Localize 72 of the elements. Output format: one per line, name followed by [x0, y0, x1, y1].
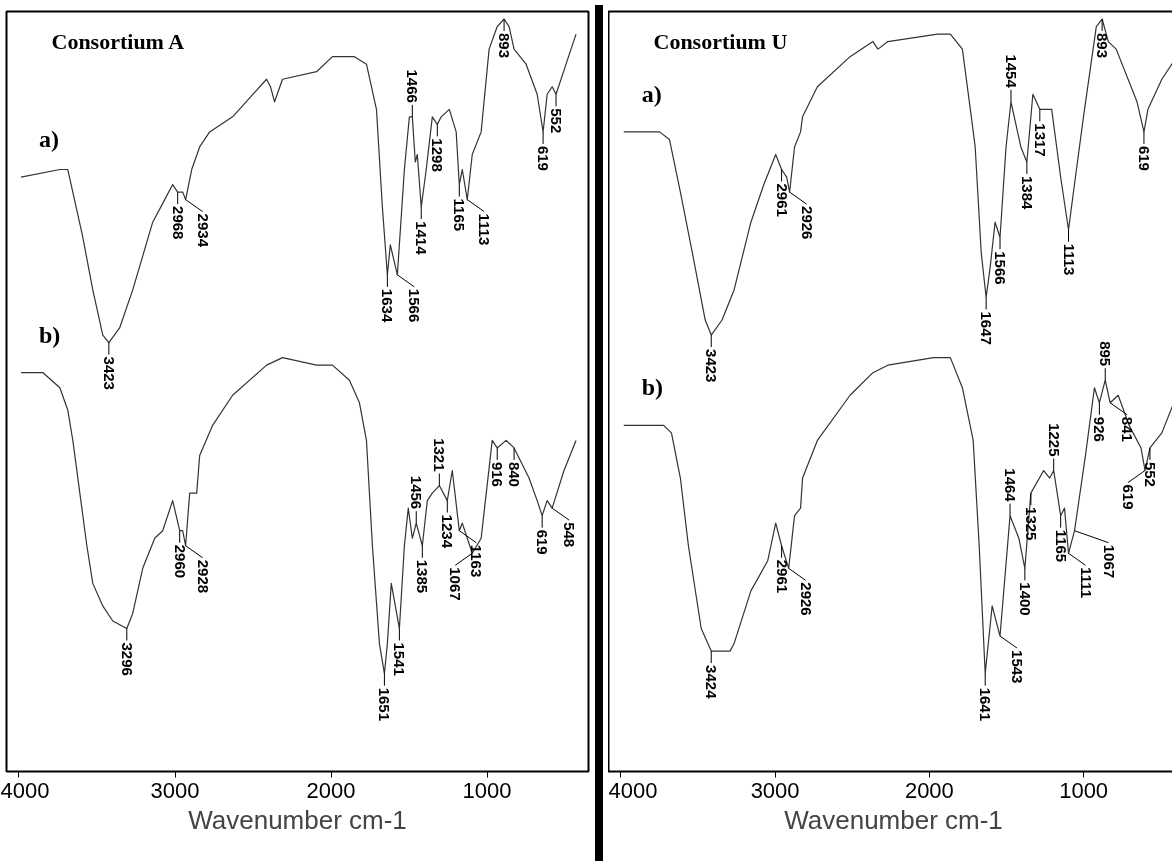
annotation: 926 — [1091, 416, 1109, 442]
annotation: 1384 — [1018, 176, 1036, 211]
annotation: 619 — [1120, 484, 1138, 510]
annotation: 1165 — [451, 198, 469, 232]
annotation: 895 — [1097, 341, 1115, 367]
annotation: 1165 — [1052, 529, 1070, 563]
annotation: 1321 — [431, 438, 449, 472]
annotation: 3423 — [100, 356, 118, 390]
annotation: 1651 — [376, 687, 394, 722]
x-axis-title: Wavenumber cm-1 — [784, 804, 1003, 835]
annotation: 1113 — [1060, 243, 1078, 276]
annotation: 1385 — [414, 559, 432, 594]
annotation: 1641 — [977, 687, 995, 722]
x-tick-label: 2000 — [306, 777, 356, 803]
annotation: 2928 — [194, 559, 212, 594]
annotation: 1456 — [408, 475, 426, 510]
annotation: 619 — [534, 529, 552, 555]
x-tick-label: 1000 — [462, 777, 512, 803]
annotation: 2960 — [171, 544, 189, 579]
annotation: 1414 — [413, 221, 431, 256]
annotation: 2926 — [798, 206, 816, 240]
annotation: 1400 — [1016, 582, 1034, 616]
annotation: 916 — [489, 461, 507, 487]
annotation: 2961 — [773, 183, 791, 217]
annotation: 1163 — [468, 544, 486, 578]
annotation: 1067 — [1100, 544, 1118, 579]
series-label: b) — [641, 374, 664, 401]
annotation: 3296 — [118, 642, 136, 676]
series-label: b) — [39, 321, 61, 348]
annotation: 1466 — [404, 69, 422, 103]
x-tick-label: 2000 — [904, 777, 954, 803]
annotation: 548 — [561, 522, 579, 548]
annotation: 3423 — [703, 349, 721, 383]
text: Consortium A — [51, 29, 185, 54]
x-tick-label: 3000 — [750, 777, 800, 803]
annotation: 893 — [496, 33, 514, 59]
text: Consortium U — [653, 29, 788, 54]
series-label: a) — [641, 80, 662, 107]
annotation: 2968 — [169, 206, 187, 240]
annotation: 1541 — [391, 642, 409, 676]
x-tick-label: 4000 — [608, 777, 658, 803]
annotation: 2934 — [194, 213, 212, 248]
annotation: 1454 — [1002, 54, 1020, 89]
x-tick-label: 4000 — [0, 777, 50, 803]
annotation: 1566 — [992, 251, 1010, 285]
annotation: 1317 — [1031, 123, 1049, 157]
annotation: 1234 — [439, 514, 457, 549]
annotation: 1647 — [978, 311, 996, 345]
annotation: 2926 — [797, 582, 815, 616]
annotation: 1298 — [429, 138, 447, 172]
annotation: 1325 — [1022, 507, 1040, 541]
annotation: 552 — [1141, 461, 1159, 487]
annotation: 893 — [1094, 33, 1112, 59]
annotation: 619 — [1135, 145, 1153, 171]
x-axis-title: Wavenumber cm-1 — [188, 804, 407, 835]
series-label: a) — [39, 126, 60, 153]
annotation: 1464 — [1002, 468, 1020, 503]
annotation: 1543 — [1009, 650, 1027, 684]
annotation: 1225 — [1045, 423, 1063, 457]
x-tick-label: 1000 — [1059, 777, 1109, 803]
annotation: 619 — [535, 145, 553, 171]
annotation: 1111 — [1077, 567, 1095, 599]
annotation: 841 — [1119, 416, 1137, 442]
annotation: 3424 — [703, 665, 721, 700]
annotation: 1566 — [406, 288, 424, 323]
annotation: 2961 — [773, 559, 791, 594]
annotation: 1067 — [447, 567, 465, 601]
x-tick-label: 3000 — [150, 777, 200, 803]
annotation: 1113 — [476, 213, 494, 246]
annotation: 1634 — [379, 288, 397, 323]
annotation: 552 — [548, 108, 566, 134]
annotation: 840 — [506, 461, 524, 487]
